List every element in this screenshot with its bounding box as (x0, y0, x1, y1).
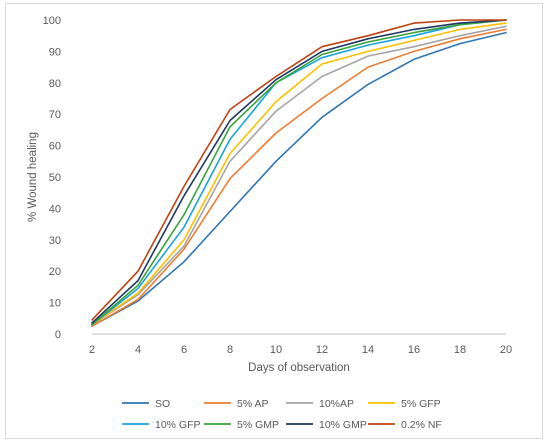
y-tick-label: 70 (49, 109, 61, 121)
legend-label: 0.2% NF (401, 419, 442, 431)
legend-label: SO (155, 398, 170, 410)
legend: SO 5% AP 10%AP 5% GFP 10% GFP 5% GMP 10% GMP 0.… (122, 398, 442, 431)
y-tick-label: 90 (49, 46, 61, 58)
y-tick-label: 80 (49, 78, 61, 90)
y-tick-label: 0 (55, 329, 61, 341)
y-tick-label: 40 (49, 203, 61, 215)
legend-label: 10% GMP (319, 419, 367, 431)
chart-frame (5, 3, 543, 439)
y-tick-label: 30 (49, 235, 61, 247)
x-tick-label: 6 (181, 344, 187, 356)
y-tick-label: 100 (43, 15, 61, 27)
legend-label: 5% GFP (401, 398, 441, 410)
y-axis-title: % Wound healing (27, 132, 39, 222)
x-tick-label: 20 (500, 344, 512, 356)
x-tick-label: 10 (270, 344, 282, 356)
x-tick-label: 4 (135, 344, 141, 356)
series-line-2 (91, 28, 507, 327)
y-tick-label: 60 (49, 141, 61, 153)
series-layer (91, 19, 507, 327)
x-tick-label: 16 (408, 344, 420, 356)
series-line-7 (91, 19, 507, 324)
series-line-1 (91, 31, 507, 327)
x-tick-label: 8 (227, 344, 233, 356)
y-tick-label: 10 (49, 298, 61, 310)
x-tick-label: 12 (316, 344, 328, 356)
x-tick-label: 18 (454, 344, 466, 356)
series-line-3 (91, 25, 507, 326)
axes: 0 10 20 30 40 50 60 70 80 90 100 2 4 6 8 10 12 14 16 18 20 (43, 15, 512, 356)
legend-label: 10%AP (319, 398, 354, 410)
series-line-5 (91, 19, 507, 326)
x-axis-title: Days of observation (248, 362, 350, 374)
series-line-8 (91, 19, 507, 321)
y-tick-label: 50 (49, 172, 61, 184)
x-tick-label: 14 (362, 344, 374, 356)
x-tick-label: 2 (89, 344, 95, 356)
legend-label: 5% AP (237, 398, 269, 410)
y-tick-label: 20 (49, 266, 61, 278)
legend-label: 5% GMP (237, 419, 279, 431)
series-line-4 (91, 22, 507, 326)
legend-label: 10% GFP (155, 419, 201, 431)
series-line-6 (91, 19, 507, 326)
